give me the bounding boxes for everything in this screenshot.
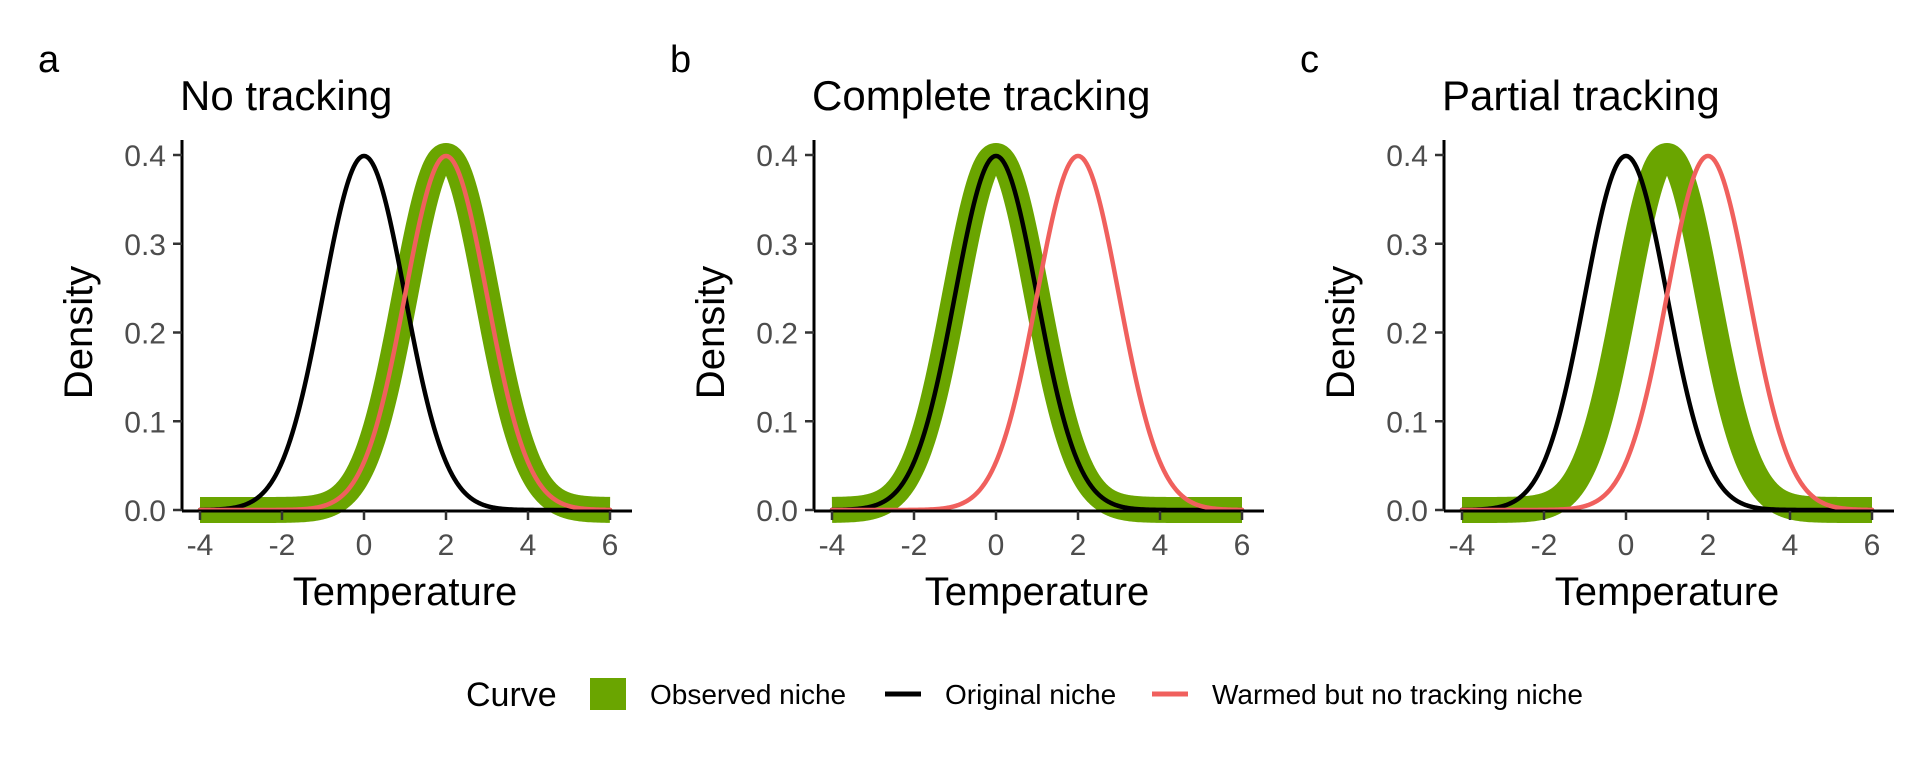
- x-tick-label: 6: [1234, 529, 1251, 562]
- x-tick-label: -4: [1449, 529, 1476, 562]
- x-tick-label: 0: [988, 529, 1005, 562]
- y-tick-label: 0.0: [1386, 495, 1428, 528]
- x-tick-label: -4: [187, 529, 214, 562]
- series-line-observed-niche: [188, 142, 622, 523]
- y-tick-label: 0.1: [124, 406, 166, 439]
- y-tick-label: 0.4: [756, 140, 798, 173]
- series-line-warmed-but-no-tracking-niche: [1459, 153, 1875, 513]
- y-tick-label: 0.1: [1386, 406, 1428, 439]
- legend-label: Observed niche: [650, 679, 846, 710]
- y-tick-label: 0.3: [1386, 229, 1428, 262]
- panel-title: Partial tracking: [1442, 72, 1720, 119]
- x-tick-label: 0: [1618, 529, 1635, 562]
- legend: Curve Observed niche Original niche Warmed …: [466, 676, 1583, 714]
- y-axis-title: Density: [57, 266, 101, 399]
- chart-panel-a: a No tracking 0.0 0.1 0.2 0.3 0.4 -4 -2 0 2 4 6 Tempe…: [38, 39, 632, 614]
- series-line-observed-niche: [820, 142, 1254, 523]
- x-tick-label: -2: [1531, 529, 1558, 562]
- chart-panel-b: b Complete tracking 0.0 0.1 0.2 0.3 0.4 -4 -2 0 2 4…: [670, 39, 1264, 614]
- y-tick-label: 0.2: [1386, 318, 1428, 351]
- panel-letter: a: [38, 39, 60, 81]
- panel-title: No tracking: [180, 72, 392, 119]
- legend-title: Curve: [466, 676, 557, 714]
- panel-letter: c: [1300, 39, 1319, 81]
- series-line-observed-niche: [1450, 142, 1884, 523]
- y-tick-label: 0.4: [1386, 140, 1428, 173]
- chart-panel-c: c Partial tracking 0.0 0.1 0.2 0.3 0.4 -4 -2 0 2 4 6…: [1300, 39, 1894, 614]
- series-line-original-niche: [1459, 153, 1875, 513]
- x-tick-label: 2: [438, 529, 455, 562]
- x-tick-label: -2: [269, 529, 296, 562]
- x-tick-label: 0: [356, 529, 373, 562]
- y-tick-label: 0.0: [124, 495, 166, 528]
- x-tick-label: 2: [1070, 529, 1087, 562]
- y-tick-label: 0.4: [124, 140, 166, 173]
- panel-letter: b: [670, 39, 691, 81]
- x-tick-label: -4: [819, 529, 846, 562]
- y-axis-title: Density: [689, 266, 733, 399]
- y-tick-label: 0.0: [756, 495, 798, 528]
- x-tick-label: 6: [602, 529, 619, 562]
- x-axis-title: Temperature: [1555, 570, 1780, 614]
- x-tick-label: 4: [1152, 529, 1169, 562]
- y-axis-title: Density: [1319, 266, 1363, 399]
- x-tick-label: 4: [520, 529, 537, 562]
- y-tick-label: 0.2: [756, 318, 798, 351]
- y-tick-label: 0.3: [756, 229, 798, 262]
- x-tick-label: 2: [1700, 529, 1717, 562]
- x-tick-label: -2: [901, 529, 928, 562]
- panel-title: Complete tracking: [812, 72, 1150, 119]
- y-tick-label: 0.3: [124, 229, 166, 262]
- legend-key-0: [590, 678, 626, 710]
- x-tick-label: 4: [1782, 529, 1799, 562]
- legend-label: Warmed but no tracking niche: [1212, 679, 1583, 710]
- legend-label: Original niche: [945, 679, 1116, 710]
- y-tick-label: 0.2: [124, 318, 166, 351]
- x-tick-label: 6: [1864, 529, 1881, 562]
- x-axis-title: Temperature: [925, 570, 1150, 614]
- x-axis-title: Temperature: [293, 570, 518, 614]
- y-tick-label: 0.1: [756, 406, 798, 439]
